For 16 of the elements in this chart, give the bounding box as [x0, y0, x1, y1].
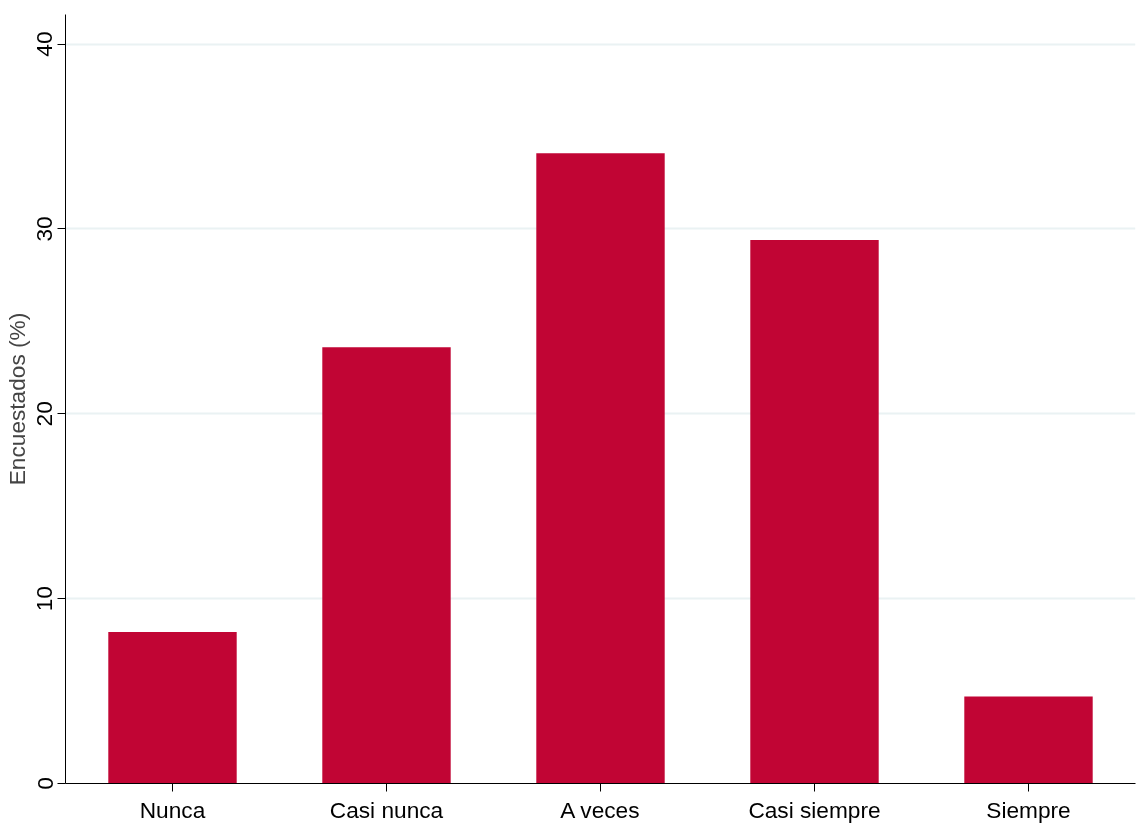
y-tick-label: 10	[31, 586, 58, 612]
bar	[108, 631, 237, 784]
y-tick-label: 40	[31, 31, 58, 57]
y-tick-label: 0	[31, 777, 58, 790]
bar	[964, 696, 1093, 784]
y-tick-label: 20	[31, 401, 58, 427]
x-tick-label: A veces	[560, 796, 640, 823]
y-tick-label: 30	[31, 216, 58, 242]
x-tick-label: Casi siempre	[748, 796, 881, 823]
bar	[536, 153, 665, 784]
bar	[750, 240, 879, 784]
x-tick-label: Nunca	[139, 796, 206, 823]
y-axis-title: Encuestados (%)	[3, 312, 30, 486]
x-tick-label: Siempre	[986, 796, 1071, 823]
bar	[322, 347, 451, 784]
x-tick-label: Casi nunca	[329, 796, 444, 823]
